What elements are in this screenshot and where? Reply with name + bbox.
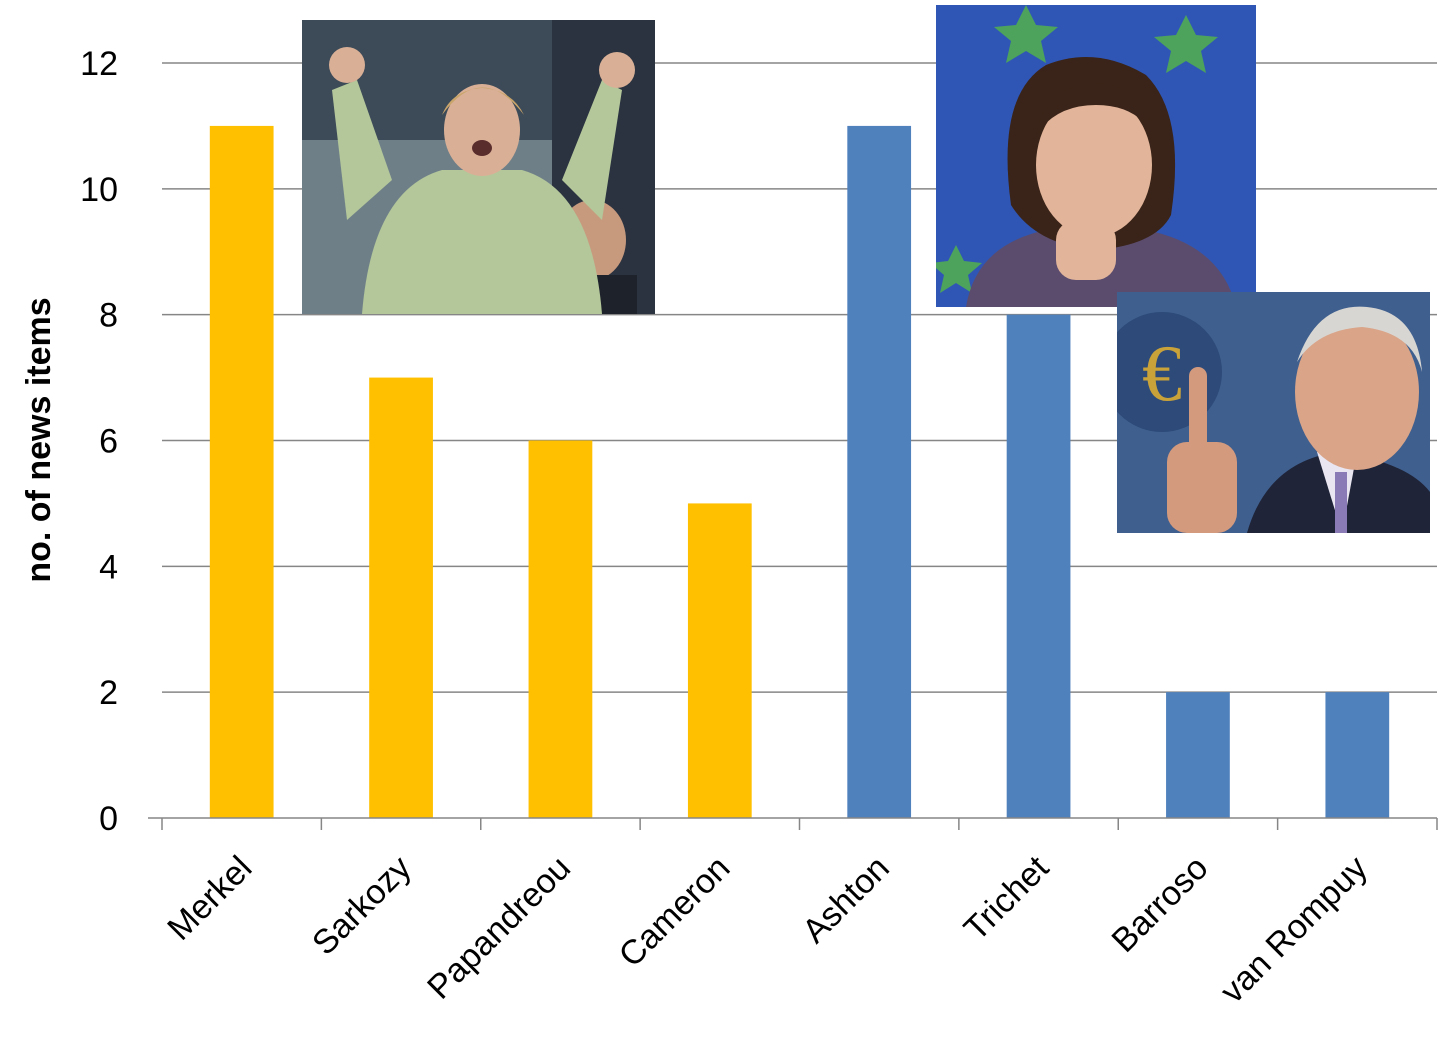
x-tick-label: Trichet: [957, 848, 1057, 948]
y-axis-label: no. of news items: [20, 297, 58, 582]
x-tick-label: Barroso: [1105, 849, 1216, 960]
y-tick-labels: 0 2 4 6 8 10 12: [80, 45, 118, 838]
bar-papandreou: [528, 440, 593, 818]
x-tick-label: Sarkozy: [305, 849, 419, 963]
axes: [148, 817, 1438, 830]
bar-merkel: [209, 125, 274, 818]
svg-text:€: €: [1142, 330, 1182, 418]
x-tick-labels: Merkel Sarkozy Papandreou Cameron Ashton Tric…: [160, 848, 1375, 1010]
trichet-photo: €: [1117, 292, 1430, 533]
x-tick-label: Papandreou: [420, 849, 578, 1007]
bar-van-rompuy: [1325, 692, 1390, 818]
bar-ashton: [847, 125, 912, 818]
bar-sarkozy: [369, 377, 433, 818]
x-tick-label: Cameron: [612, 849, 738, 975]
bars: [209, 125, 1390, 818]
y-tick-label: 12: [80, 45, 118, 83]
y-tick-label: 6: [99, 423, 118, 461]
y-tick-label: 0: [99, 800, 118, 838]
y-tick-label: 10: [80, 171, 118, 209]
x-tick-label: van Rompuy: [1213, 849, 1375, 1011]
bar-cameron: [687, 503, 752, 818]
y-tick-label: 8: [99, 297, 118, 335]
x-tick-label: Merkel: [160, 849, 259, 948]
bar-barroso: [1166, 692, 1230, 818]
y-tick-label: 2: [99, 674, 118, 712]
x-tick-label: Ashton: [795, 849, 897, 951]
ashton-photo: [936, 5, 1256, 307]
merkel-photo: [302, 20, 655, 314]
bar-trichet: [1006, 314, 1071, 818]
y-tick-label: 4: [99, 548, 118, 586]
